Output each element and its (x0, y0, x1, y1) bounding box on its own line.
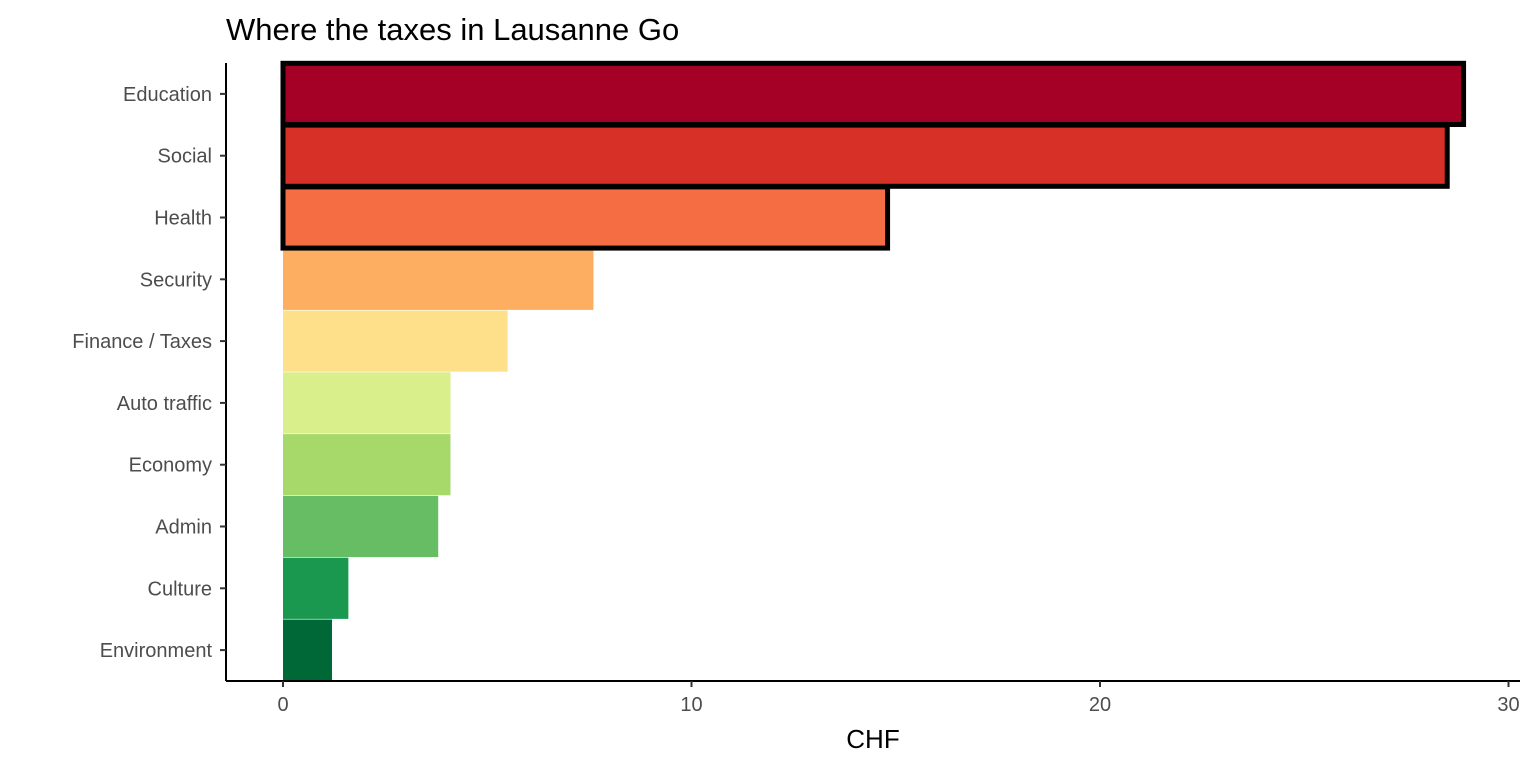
y-tick-label-health: Health (154, 208, 212, 230)
y-tick-label-social: Social (158, 146, 212, 168)
bar-admin (283, 495, 439, 558)
y-tick-label-environment: Environment (100, 640, 213, 662)
x-tick-label: 10 (680, 694, 702, 716)
bar-auto-traffic (283, 372, 451, 434)
x-tick-label: 0 (277, 694, 288, 716)
bars-group (280, 60, 1467, 681)
bar-culture (283, 557, 349, 619)
y-tick-label-education: Education (123, 84, 212, 106)
y-tick-label-security: Security (140, 269, 212, 291)
bar-finance-taxes (283, 310, 508, 372)
bar-security (283, 248, 594, 310)
x-axis-ticks: 0 10 20 30 (277, 681, 1520, 716)
y-axis-ticks: Education Social Health Security Finance / T… (72, 84, 226, 662)
x-tick-label: 20 (1089, 694, 1111, 716)
bar-education (280, 60, 1467, 127)
bar-environment (283, 619, 333, 681)
y-tick-label-admin: Admin (155, 517, 212, 539)
x-axis-label: CHF (846, 724, 899, 754)
bar-social (280, 122, 1450, 189)
x-tick-label: 30 (1497, 694, 1519, 716)
y-tick-label-culture: Culture (148, 578, 212, 600)
y-tick-label-finance-taxes: Finance / Taxes (72, 331, 212, 353)
bar-health (280, 184, 891, 251)
chart-title: Where the taxes in Lausanne Go (226, 12, 679, 47)
bar-economy (283, 434, 451, 496)
y-tick-label-economy: Economy (129, 455, 212, 477)
y-tick-label-auto-traffic: Auto traffic (117, 393, 212, 415)
